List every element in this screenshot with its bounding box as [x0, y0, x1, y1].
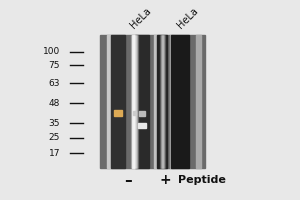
Bar — [135, 35, 149, 168]
Bar — [138, 123, 146, 128]
Bar — [132, 35, 133, 168]
Bar — [132, 35, 137, 168]
Bar — [171, 35, 189, 168]
Bar — [160, 35, 161, 168]
Text: 17: 17 — [49, 148, 60, 158]
Bar — [133, 111, 136, 115]
Bar — [162, 35, 163, 168]
Bar — [163, 35, 164, 168]
Text: 63: 63 — [49, 78, 60, 88]
Bar — [139, 111, 145, 116]
Bar — [196, 35, 201, 168]
Text: HeLa: HeLa — [128, 5, 153, 30]
Bar — [114, 110, 122, 116]
Bar — [111, 35, 125, 168]
Text: 100: 100 — [43, 47, 60, 56]
Text: 35: 35 — [49, 118, 60, 128]
Bar — [134, 35, 135, 168]
Bar — [157, 35, 167, 168]
Bar — [100, 35, 205, 168]
Text: 25: 25 — [49, 134, 60, 142]
Text: 75: 75 — [49, 60, 60, 70]
Bar — [135, 35, 136, 168]
Bar — [161, 35, 162, 168]
Text: 48: 48 — [49, 98, 60, 108]
Bar — [164, 35, 165, 168]
Bar — [131, 35, 132, 168]
Bar — [137, 35, 138, 168]
Bar — [133, 35, 134, 168]
Text: Peptide: Peptide — [178, 175, 226, 185]
Text: +: + — [159, 173, 171, 187]
Bar — [154, 35, 158, 168]
Text: –: – — [124, 172, 132, 188]
Bar — [107, 35, 112, 168]
Bar — [170, 35, 174, 168]
Text: HeLa: HeLa — [175, 5, 200, 30]
Bar — [136, 35, 137, 168]
